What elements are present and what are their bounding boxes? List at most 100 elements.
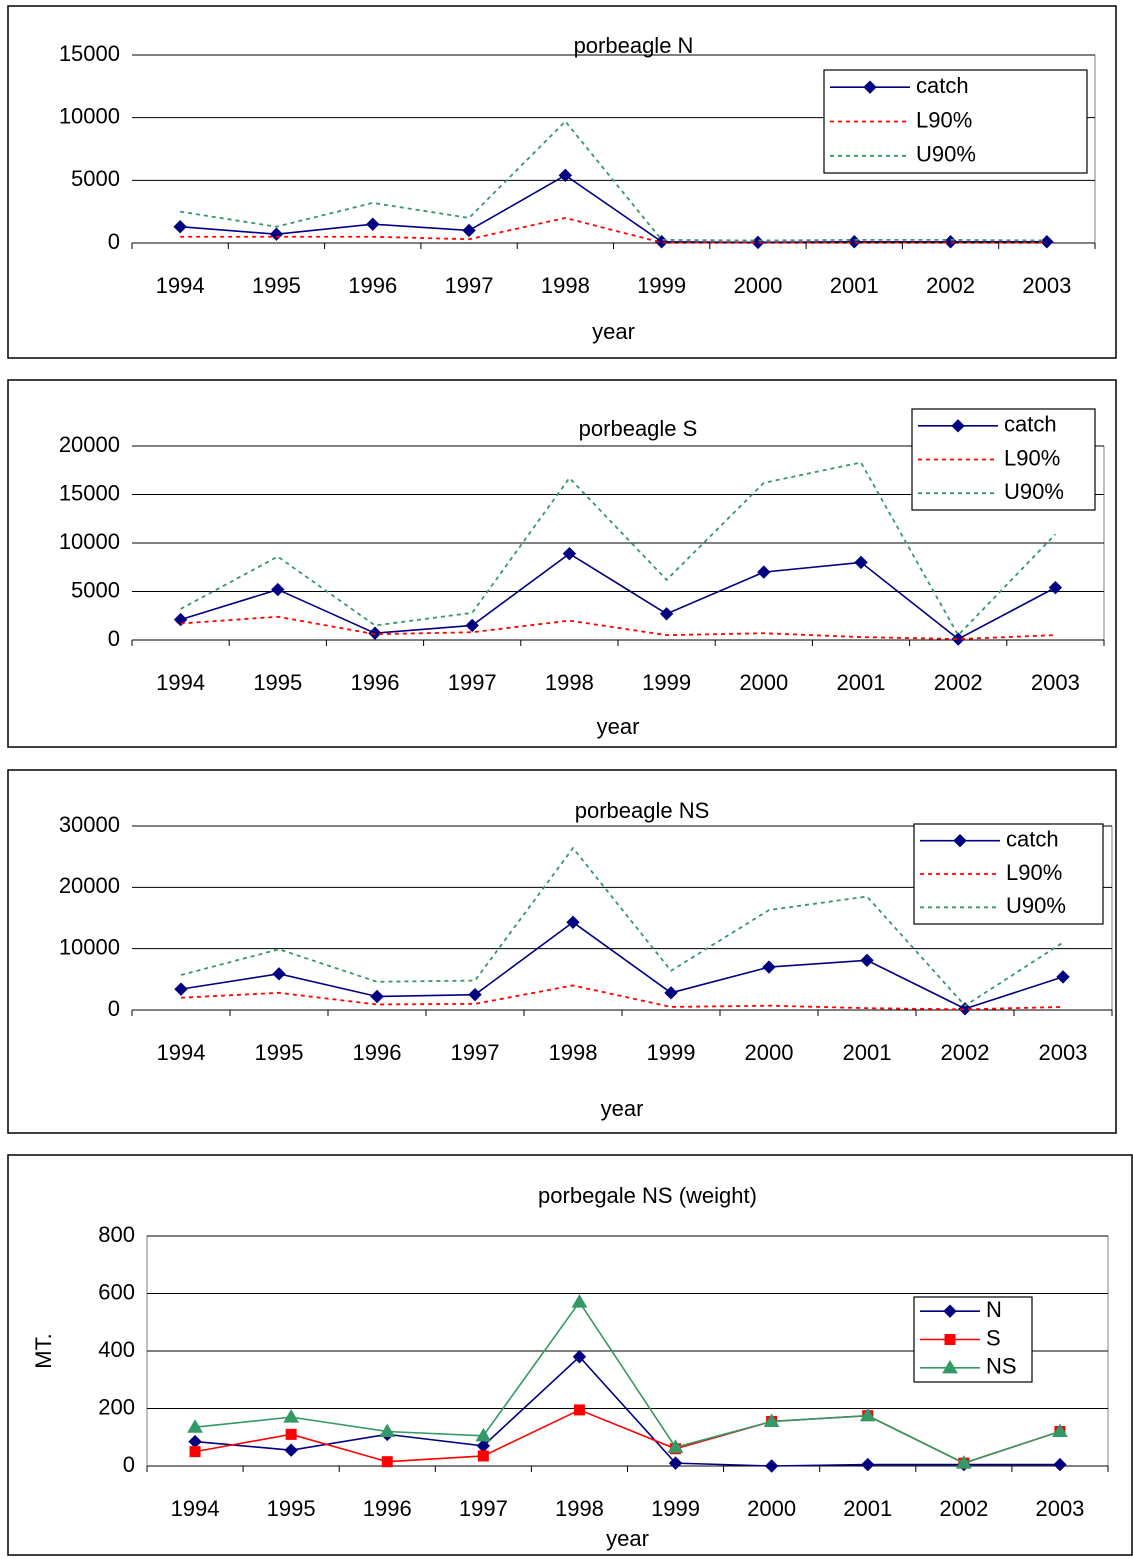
marker bbox=[272, 967, 286, 981]
y-tick-label: 10000 bbox=[59, 934, 120, 959]
x-tick-label: 1994 bbox=[156, 273, 205, 298]
y-tick-label: 5000 bbox=[71, 166, 120, 191]
y-tick-label: 10000 bbox=[59, 103, 120, 128]
series-line bbox=[194, 1355, 1060, 1467]
x-tick-label: 2001 bbox=[843, 1040, 892, 1065]
marker bbox=[465, 618, 479, 633]
marker bbox=[573, 1404, 585, 1416]
marker bbox=[764, 1459, 779, 1473]
x-tick-label: 1999 bbox=[642, 670, 691, 695]
series-line bbox=[194, 1300, 1061, 1464]
series-line bbox=[180, 921, 1064, 1010]
marker bbox=[381, 1456, 393, 1468]
x-tick-label: 1999 bbox=[651, 1496, 700, 1521]
y-tick-label: 10000 bbox=[59, 529, 120, 554]
marker bbox=[173, 219, 187, 234]
y-tick-label: 0 bbox=[123, 1452, 135, 1477]
x-axis-label: year bbox=[606, 1526, 649, 1551]
y-axis-label: MT. bbox=[31, 1333, 56, 1368]
x-tick-label: 2001 bbox=[830, 273, 879, 298]
x-tick-label: 1995 bbox=[252, 273, 301, 298]
marker bbox=[863, 80, 877, 94]
marker bbox=[174, 982, 188, 996]
x-tick-label: 2000 bbox=[739, 670, 788, 695]
chart-frame bbox=[7, 1154, 1133, 1556]
marker bbox=[189, 1446, 201, 1458]
marker bbox=[668, 1456, 683, 1470]
legend-label: U90% bbox=[1006, 893, 1066, 918]
marker bbox=[953, 833, 967, 848]
legend-label: L90% bbox=[916, 107, 972, 132]
x-tick-label: 2001 bbox=[843, 1496, 892, 1521]
x-tick-label: 2001 bbox=[837, 670, 886, 695]
y-tick-label: 20000 bbox=[59, 432, 120, 457]
marker bbox=[943, 235, 958, 249]
x-tick-label: 2002 bbox=[939, 1496, 988, 1521]
x-tick-label: 2000 bbox=[747, 1496, 796, 1521]
marker bbox=[558, 168, 573, 183]
x-tick-label: 2002 bbox=[941, 1040, 990, 1065]
chart-frame bbox=[7, 379, 1117, 748]
x-tick-label: 1998 bbox=[545, 670, 594, 695]
y-tick-label: 0 bbox=[108, 996, 120, 1021]
marker bbox=[1053, 1457, 1067, 1472]
x-tick-label: 2003 bbox=[1031, 670, 1080, 695]
x-tick-label: 1998 bbox=[555, 1496, 604, 1521]
x-axis-label: year bbox=[601, 1096, 644, 1121]
x-tick-label: 1996 bbox=[348, 273, 397, 298]
marker bbox=[285, 1428, 297, 1440]
chart-title: porbeagle N bbox=[574, 33, 694, 58]
marker bbox=[566, 915, 580, 930]
marker bbox=[269, 227, 284, 241]
marker bbox=[859, 1407, 876, 1422]
legend-label: L90% bbox=[1006, 860, 1062, 885]
chart-frame bbox=[7, 5, 1117, 359]
series-line bbox=[180, 174, 1047, 244]
x-tick-label: 1995 bbox=[267, 1496, 316, 1521]
marker bbox=[942, 1359, 958, 1374]
x-tick-label: 1999 bbox=[647, 1040, 696, 1065]
legend-label: catch bbox=[1004, 412, 1057, 437]
chart-title: porbegale NS (weight) bbox=[538, 1183, 757, 1208]
y-tick-label: 0 bbox=[108, 229, 120, 254]
legend-label: U90% bbox=[1004, 479, 1064, 504]
x-tick-label: 2003 bbox=[1039, 1040, 1088, 1065]
x-tick-label: 2003 bbox=[1022, 273, 1071, 298]
marker bbox=[379, 1423, 396, 1437]
marker bbox=[366, 217, 380, 231]
marker bbox=[370, 989, 384, 1004]
x-tick-label: 1995 bbox=[253, 670, 302, 695]
series-line bbox=[180, 120, 1047, 242]
marker bbox=[854, 555, 868, 570]
x-tick-label: 1999 bbox=[637, 273, 686, 298]
series-line bbox=[180, 615, 1056, 640]
marker bbox=[477, 1450, 489, 1462]
marker bbox=[860, 953, 874, 968]
y-tick-label: 0 bbox=[108, 626, 120, 651]
x-tick-label: 1994 bbox=[157, 1040, 206, 1065]
marker bbox=[368, 626, 382, 640]
x-tick-label: 2003 bbox=[1035, 1496, 1084, 1521]
series-line bbox=[180, 461, 1057, 637]
marker bbox=[943, 1304, 957, 1318]
marker bbox=[572, 1350, 587, 1364]
marker bbox=[757, 565, 771, 579]
marker bbox=[951, 419, 965, 433]
marker bbox=[667, 1439, 684, 1453]
x-tick-label: 1997 bbox=[445, 273, 494, 298]
marker bbox=[462, 223, 476, 238]
x-tick-label: 1995 bbox=[255, 1040, 304, 1065]
y-tick-label: 30000 bbox=[59, 812, 120, 837]
legend-label: S bbox=[986, 1325, 1001, 1350]
marker bbox=[284, 1443, 298, 1457]
x-tick-label: 2000 bbox=[733, 273, 782, 298]
x-tick-label: 1997 bbox=[451, 1040, 500, 1065]
marker bbox=[283, 1409, 300, 1423]
series-line bbox=[180, 217, 1047, 244]
x-tick-label: 2000 bbox=[745, 1040, 794, 1065]
legend-label: L90% bbox=[1004, 445, 1060, 470]
legend-label: catch bbox=[916, 73, 969, 98]
marker bbox=[951, 632, 965, 646]
marker bbox=[468, 987, 482, 1002]
series-line bbox=[180, 846, 1064, 1007]
